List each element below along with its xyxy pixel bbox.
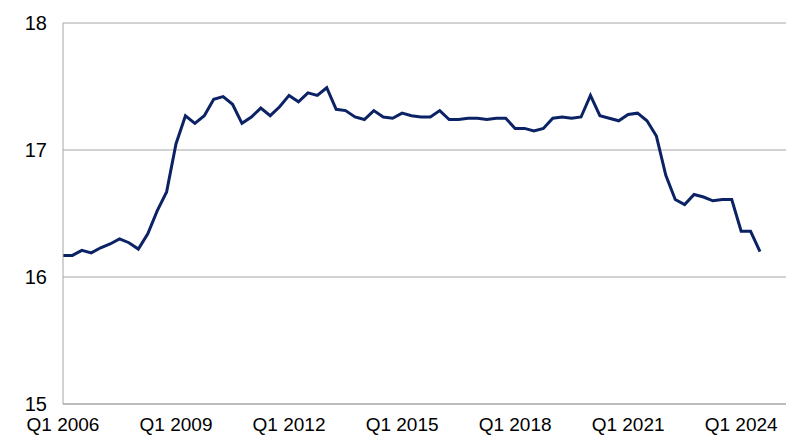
svg-text:15: 15 bbox=[25, 393, 47, 415]
svg-text:17: 17 bbox=[25, 139, 47, 161]
svg-text:Q1 2021: Q1 2021 bbox=[592, 414, 665, 435]
svg-text:Q1 2024: Q1 2024 bbox=[705, 414, 778, 435]
svg-text:Q1 2006: Q1 2006 bbox=[27, 414, 100, 435]
svg-text:Q1 2009: Q1 2009 bbox=[140, 414, 213, 435]
svg-text:16: 16 bbox=[25, 266, 47, 288]
svg-text:18: 18 bbox=[25, 12, 47, 34]
svg-text:Q1 2015: Q1 2015 bbox=[366, 414, 439, 435]
svg-text:Q1 2018: Q1 2018 bbox=[479, 414, 552, 435]
svg-text:Q1 2012: Q1 2012 bbox=[253, 414, 326, 435]
